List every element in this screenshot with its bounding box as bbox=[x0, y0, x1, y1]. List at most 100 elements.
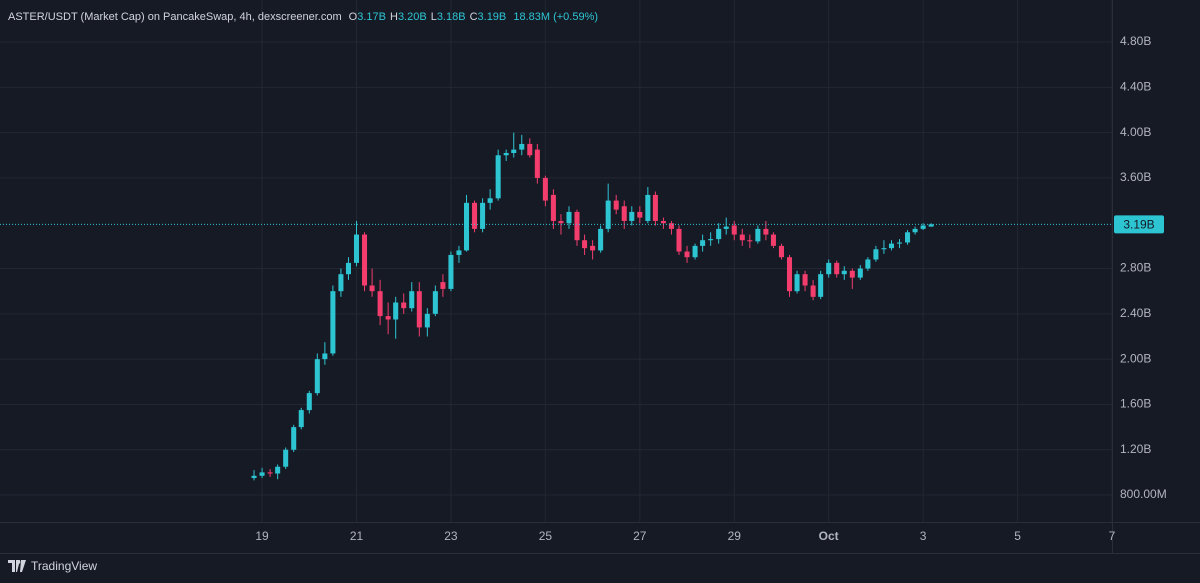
candle-body bbox=[440, 282, 446, 289]
candle-body bbox=[519, 143, 525, 150]
candle-body bbox=[912, 228, 918, 233]
logo bbox=[8, 560, 26, 572]
candle-body bbox=[432, 291, 438, 314]
x-tick-label: Oct bbox=[819, 529, 839, 543]
candle-body bbox=[377, 291, 383, 317]
candle-body bbox=[259, 472, 265, 476]
candle-body bbox=[763, 228, 769, 235]
candle-body bbox=[652, 194, 658, 221]
y-tick-label: 2.80B bbox=[1120, 261, 1151, 275]
candle-body bbox=[314, 359, 320, 394]
candle-body bbox=[503, 153, 509, 156]
candle-body bbox=[345, 262, 351, 275]
candle-body bbox=[676, 228, 682, 252]
candle-body bbox=[393, 302, 399, 320]
candle-body bbox=[708, 239, 714, 241]
candle-body bbox=[322, 353, 328, 360]
candle-body bbox=[472, 202, 478, 229]
candle-body bbox=[409, 291, 415, 309]
candle-body bbox=[306, 393, 312, 411]
candle-body bbox=[251, 475, 257, 479]
candle-body bbox=[456, 250, 462, 255]
candle-body bbox=[267, 472, 273, 474]
candle-body bbox=[660, 220, 666, 224]
candle-body bbox=[778, 245, 784, 258]
candle-body bbox=[865, 259, 871, 269]
y-tick-label: 4.40B bbox=[1120, 79, 1151, 93]
x-tick-label: 25 bbox=[539, 529, 553, 543]
candle-body bbox=[550, 194, 556, 221]
candle-body bbox=[786, 257, 793, 292]
candle-body bbox=[590, 245, 596, 251]
candle-body bbox=[920, 225, 926, 229]
candle-body bbox=[401, 302, 407, 309]
candle-body bbox=[464, 202, 470, 251]
candle-body bbox=[841, 270, 847, 275]
candle-body bbox=[605, 200, 611, 229]
candle-body bbox=[598, 228, 604, 251]
brand: TradingView bbox=[31, 559, 98, 573]
y-tick-label: 1.20B bbox=[1120, 442, 1151, 456]
candle-body bbox=[755, 228, 761, 242]
candle-body bbox=[637, 211, 643, 218]
y-tick-label: 1.60B bbox=[1120, 397, 1151, 411]
legend-title: ASTER/USDT (Market Cap) on PancakeSwap, … bbox=[8, 11, 342, 23]
candle-body bbox=[385, 316, 391, 320]
y-tick-label: 3.60B bbox=[1120, 170, 1151, 184]
x-tick-label: 27 bbox=[633, 529, 647, 543]
candle-body bbox=[298, 410, 304, 428]
candle-body bbox=[928, 224, 934, 227]
candle-body bbox=[818, 274, 824, 297]
candle-body bbox=[487, 198, 493, 203]
candle-body bbox=[566, 211, 572, 224]
candle-body bbox=[794, 274, 800, 292]
x-tick-label: 3 bbox=[920, 529, 927, 543]
candle-body bbox=[495, 155, 501, 199]
footer: TradingView bbox=[8, 559, 97, 573]
candle-body bbox=[511, 149, 517, 154]
y-tick-label: 2.00B bbox=[1120, 351, 1151, 365]
candle-body bbox=[534, 149, 540, 178]
candle-body bbox=[291, 427, 297, 450]
candle-body bbox=[574, 211, 580, 241]
x-tick-label: 23 bbox=[444, 529, 458, 543]
candle-body bbox=[353, 234, 360, 263]
candle-body bbox=[873, 249, 879, 260]
candle-body bbox=[896, 242, 903, 244]
x-tick-label: 7 bbox=[1109, 529, 1116, 543]
price-tag-label: 3.19B bbox=[1123, 218, 1154, 232]
ohlc-value: 3.17B bbox=[357, 11, 386, 23]
ohlc-key: L bbox=[430, 11, 437, 23]
candle-body bbox=[810, 285, 816, 297]
candle-body bbox=[542, 177, 548, 201]
legend-change: 18.83M (+0.59%) bbox=[513, 11, 599, 23]
candle-body bbox=[849, 270, 855, 278]
candle-body bbox=[888, 243, 895, 249]
ohlc-value: 3.19B bbox=[477, 11, 507, 23]
y-tick-label: 4.00B bbox=[1120, 125, 1151, 139]
candle-body bbox=[629, 211, 635, 221]
candle-body bbox=[881, 248, 887, 250]
candle-body bbox=[739, 234, 745, 241]
candle-body bbox=[424, 313, 430, 328]
candle-body bbox=[448, 254, 454, 289]
candle-body bbox=[527, 143, 533, 156]
ohlc-key: O bbox=[348, 11, 358, 23]
legend: ASTER/USDT (Market Cap) on PancakeSwap, … bbox=[8, 11, 598, 23]
candle-body bbox=[716, 228, 722, 240]
candle-body bbox=[723, 226, 729, 229]
candle-body bbox=[770, 234, 776, 246]
candle-body bbox=[362, 234, 368, 286]
candle-body bbox=[834, 262, 840, 275]
candle-body bbox=[700, 240, 706, 246]
ohlc-key: H bbox=[389, 11, 398, 23]
candle-body bbox=[275, 466, 281, 474]
x-tick-label: 5 bbox=[1014, 529, 1021, 543]
candle-body bbox=[645, 194, 651, 221]
candle-body bbox=[613, 200, 619, 210]
candle-body bbox=[330, 291, 336, 354]
x-tick-label: 19 bbox=[255, 529, 269, 543]
candle-body bbox=[283, 449, 289, 467]
y-tick-label: 800.00M bbox=[1120, 487, 1167, 501]
